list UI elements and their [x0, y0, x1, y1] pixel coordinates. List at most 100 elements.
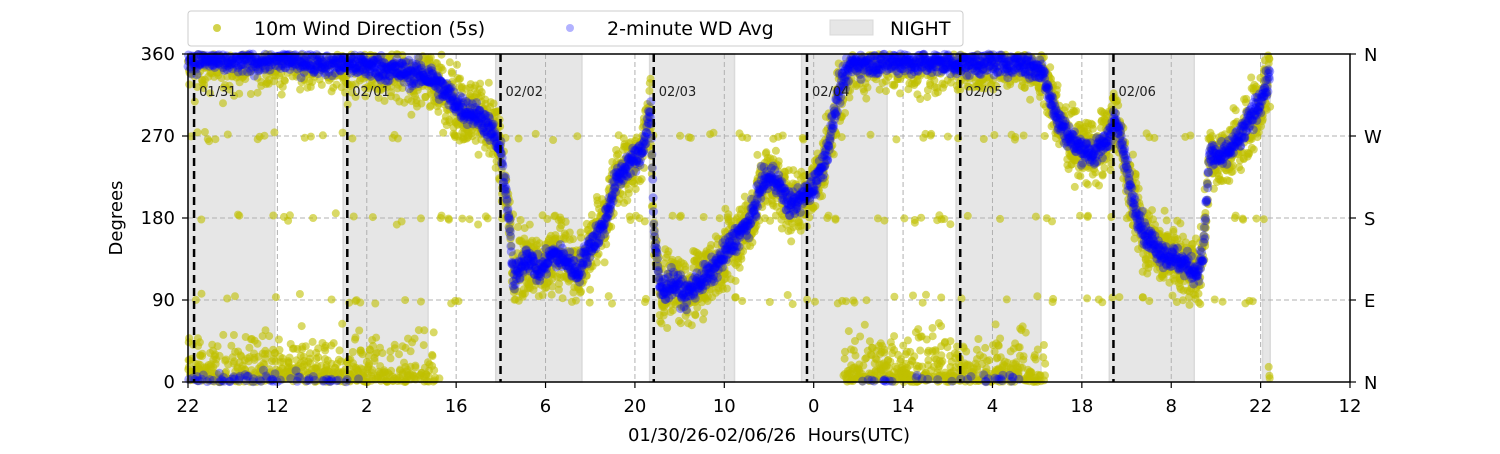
- data-point-5s: [832, 215, 840, 223]
- data-point-5s: [784, 291, 792, 299]
- data-point-5s: [490, 100, 498, 108]
- data-point-5s: [944, 133, 952, 141]
- data-point-5s: [302, 342, 310, 350]
- data-point-5s: [330, 339, 338, 347]
- data-point-5s: [350, 213, 358, 221]
- data-point-5s: [526, 221, 534, 229]
- data-point-5s: [1148, 206, 1156, 214]
- data-point-5s: [1208, 132, 1216, 140]
- data-point-5s: [700, 213, 708, 221]
- data-point-5s: [1247, 74, 1255, 82]
- data-point-5s: [254, 89, 262, 97]
- data-point-5s: [439, 129, 447, 137]
- data-point-5s: [779, 132, 787, 140]
- data-point-5s: [1026, 96, 1034, 104]
- data-point-5s: [851, 299, 859, 307]
- data-point-5s: [407, 347, 415, 355]
- data-point-5s: [219, 331, 227, 339]
- data-point-5s: [880, 217, 888, 225]
- data-point-5s: [296, 86, 304, 94]
- data-point-5s: [231, 292, 239, 300]
- data-point-5s: [1099, 172, 1107, 180]
- data-point-5s: [1265, 363, 1273, 371]
- data-point-5s: [677, 212, 685, 220]
- data-point-5s: [296, 290, 304, 298]
- data-point-5s: [789, 300, 797, 308]
- data-point-5s: [455, 297, 463, 305]
- data-point-5s: [398, 218, 406, 226]
- data-point-5s: [453, 61, 461, 69]
- data-point-5s: [1253, 215, 1261, 223]
- data-point-5s: [890, 293, 898, 301]
- data-point-5s: [929, 324, 937, 332]
- data-point-5s: [543, 215, 551, 223]
- data-point-5s: [445, 215, 453, 223]
- data-point-5s: [539, 291, 547, 299]
- data-point-5s: [1266, 103, 1274, 111]
- data-point-5s: [856, 333, 864, 341]
- data-point-5s: [562, 218, 570, 226]
- data-point-5s: [198, 350, 206, 358]
- data-point-5s: [430, 366, 438, 374]
- data-point-5s: [623, 197, 631, 205]
- data-point-5s: [314, 353, 322, 361]
- data-point-5s: [881, 346, 889, 354]
- data-point-5s: [438, 212, 446, 220]
- data-point-5s: [378, 349, 386, 357]
- data-point-5s: [417, 214, 425, 222]
- data-point-5s: [909, 292, 917, 300]
- data-point-5s: [937, 294, 945, 302]
- data-point-5s: [1003, 295, 1011, 303]
- data-point-5s: [588, 211, 596, 219]
- data-point-5s: [394, 135, 402, 143]
- data-point-5s: [937, 322, 945, 330]
- data-point-5s: [1098, 298, 1106, 306]
- data-point-5s: [1249, 297, 1257, 305]
- data-point-5s: [298, 322, 306, 330]
- data-point-5s: [859, 362, 867, 370]
- data-point-5s: [430, 328, 438, 336]
- data-point-5s: [710, 129, 718, 137]
- data-point-5s: [811, 298, 819, 306]
- data-point-5s: [434, 108, 442, 116]
- data-point-5s: [605, 292, 613, 300]
- data-point-5s: [456, 75, 464, 83]
- data-point-5s: [1041, 371, 1049, 379]
- data-point-5s: [1225, 177, 1233, 185]
- data-point-5s: [962, 348, 970, 356]
- data-point-5s: [559, 294, 567, 302]
- data-point-5s: [549, 136, 557, 144]
- data-point-5s: [938, 357, 946, 365]
- data-point-5s: [411, 362, 419, 370]
- data-point-5s: [863, 296, 871, 304]
- data-point-5s: [1232, 106, 1240, 114]
- data-point-5s: [724, 210, 732, 218]
- data-point-5s: [348, 135, 356, 143]
- data-point-5s: [1260, 215, 1268, 223]
- data-point-5s: [278, 91, 286, 99]
- data-point-5s: [900, 214, 908, 222]
- data-point-5s: [601, 258, 609, 266]
- data-point-5s: [332, 209, 340, 217]
- data-point-5s: [371, 300, 379, 308]
- data-point-5s: [641, 217, 649, 225]
- data-point-5s: [336, 346, 344, 354]
- data-point-5s: [677, 319, 685, 327]
- data-point-5s: [572, 297, 580, 305]
- data-point-5s: [214, 342, 222, 350]
- data-point-5s: [1150, 134, 1158, 142]
- data-point-5s: [842, 297, 850, 305]
- data-point-5s: [981, 344, 989, 352]
- data-point-5s: [1196, 300, 1204, 308]
- data-point-5s: [223, 295, 231, 303]
- data-point-5s: [387, 354, 395, 362]
- data-point-5s: [185, 81, 193, 89]
- data-point-5s: [1041, 360, 1049, 368]
- data-point-5s: [196, 338, 204, 346]
- data-point-5s: [687, 134, 695, 142]
- data-point-5s: [1092, 168, 1100, 176]
- data-point-5s: [1084, 181, 1092, 189]
- data-point-5s: [219, 99, 227, 107]
- data-point-5s: [435, 374, 443, 382]
- data-point-5s: [608, 300, 616, 308]
